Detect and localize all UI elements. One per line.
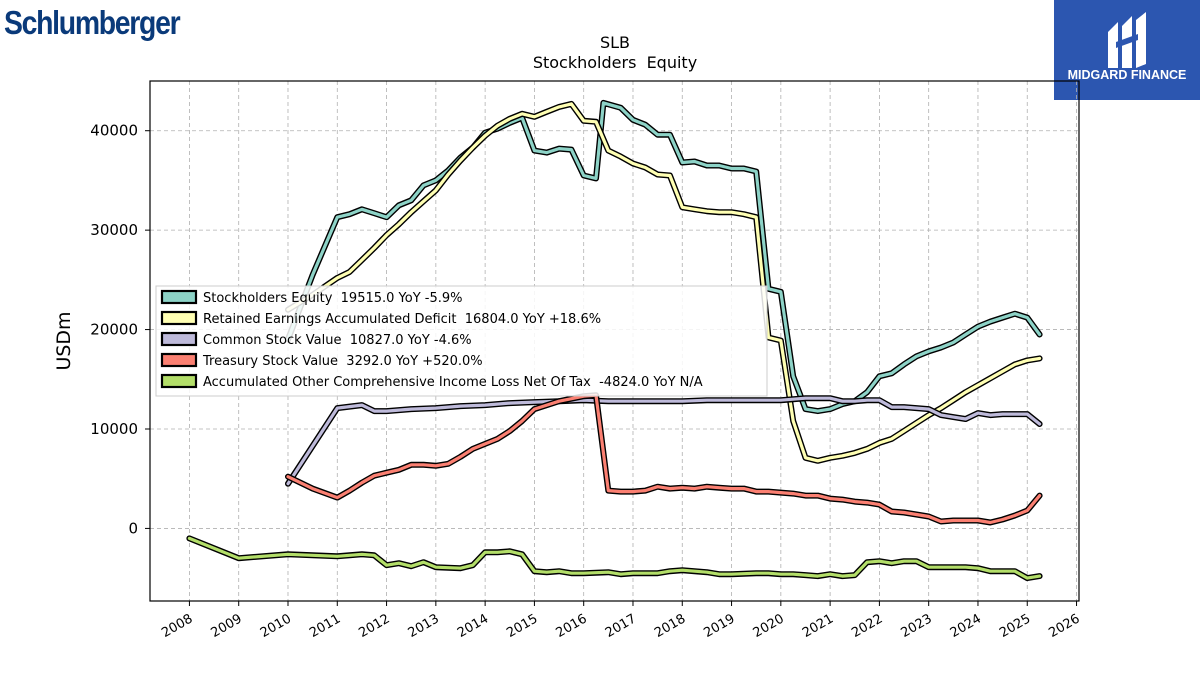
x-tick-label: 2009 <box>209 611 245 641</box>
y-tick-label: 30000 <box>90 221 138 239</box>
series-line-5 <box>186 535 1043 582</box>
legend-entry: Treasury Stock Value 3292.0 YoY +520.0% <box>202 354 483 369</box>
y-tick-label: 40000 <box>90 122 138 140</box>
series-line-fill <box>286 102 1042 463</box>
legend-swatch <box>160 373 198 389</box>
series-line-fill <box>286 393 1042 525</box>
x-tick-label: 2016 <box>554 611 590 641</box>
legend-entry: Common Stock Value 10827.0 YoY -4.6% <box>203 333 472 348</box>
series-line-fill <box>187 536 1042 580</box>
schlumberger-logo: Schlumberger <box>4 4 181 41</box>
y-tick-label: 20000 <box>90 321 138 339</box>
y-tick-label: 0 <box>128 519 138 537</box>
plot-frame <box>149 80 1080 602</box>
series-line-1 <box>285 99 1043 415</box>
x-tick-label: 2022 <box>849 611 885 641</box>
x-tick-label: 2025 <box>997 611 1033 641</box>
x-tick-label: 2023 <box>899 611 935 641</box>
x-tick-label: 2015 <box>504 611 540 641</box>
x-tick-label: 2017 <box>603 611 639 641</box>
midgard-finance-logo: MIDGARD FINANCE <box>1054 0 1200 100</box>
x-tick-label: 2012 <box>356 611 392 641</box>
series-line-2 <box>285 100 1043 464</box>
legend-swatch <box>160 331 198 347</box>
series-line-fill <box>286 101 1042 413</box>
chart-title: SLB <box>600 33 630 52</box>
x-tick-label: 2020 <box>751 611 787 641</box>
legend-swatch <box>160 352 198 368</box>
x-tick-label: 2018 <box>652 611 688 641</box>
x-tick-label: 2026 <box>1046 611 1082 641</box>
x-tick-label: 2024 <box>948 611 984 641</box>
legend-entry: Accumulated Other Comprehensive Income L… <box>203 375 703 390</box>
legend-entry: Stockholders Equity 19515.0 YoY -5.9% <box>203 291 463 306</box>
x-tick-label: 2014 <box>455 611 491 641</box>
x-tick-label: 2010 <box>258 611 294 641</box>
chart-subtitle: Stockholders Equity <box>533 53 697 72</box>
y-tick-label: 10000 <box>90 420 138 438</box>
x-tick-label: 2011 <box>307 611 343 641</box>
series-line-4 <box>285 392 1043 526</box>
series-line-fill <box>286 396 1042 486</box>
x-tick-label: 2019 <box>701 611 737 641</box>
legend-swatch <box>160 310 198 326</box>
legend-box <box>155 285 768 397</box>
legend: Stockholders Equity 19515.0 YoY -5.9% Ret… <box>155 285 768 397</box>
x-tick-label: 2008 <box>159 611 195 641</box>
midgard-mark-icon <box>1108 12 1146 68</box>
x-tick-label: 2013 <box>406 611 442 641</box>
x-tick-label: 2021 <box>800 611 836 641</box>
legend-entry: Retained Earnings Accumulated Deficit 16… <box>203 312 601 327</box>
series-lines <box>186 99 1043 582</box>
y-axis-label: USDm <box>53 311 75 370</box>
partner-name: MIDGARD FINANCE <box>1067 68 1187 82</box>
legend-swatch <box>160 289 198 305</box>
series-line-3 <box>285 395 1043 487</box>
